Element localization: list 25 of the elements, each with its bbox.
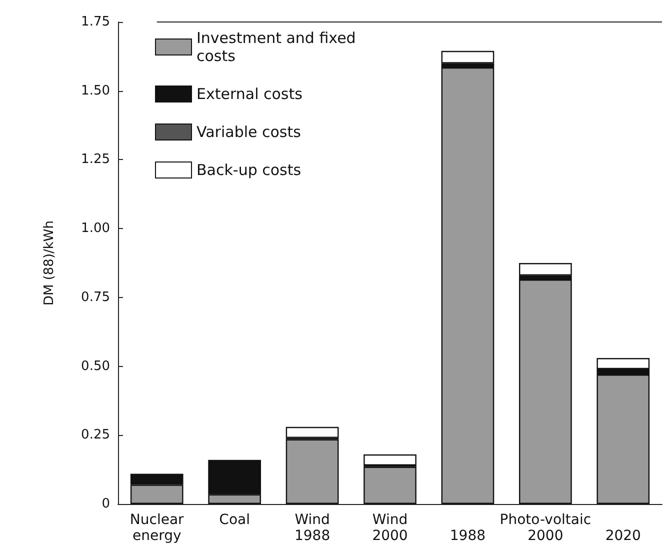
bar xyxy=(441,50,494,64)
y-tick-label: 0.75 xyxy=(81,290,110,305)
y-tick-label: 0 xyxy=(102,496,110,512)
x-tick-label: Wind 2000 xyxy=(372,512,408,544)
y-tick-label: 0.50 xyxy=(81,358,110,374)
y-tick-label: 1.25 xyxy=(81,152,110,168)
x-tick-label: Nuclear energy xyxy=(130,512,184,544)
y-tick-label: 1.75 xyxy=(81,14,110,30)
y-tick-label: 1.00 xyxy=(81,221,110,236)
x-tick-label: 2000 xyxy=(528,528,564,544)
text: Photo-voltaic xyxy=(500,512,592,528)
x-tick-label: Coal xyxy=(219,512,250,528)
x-tick-label: 1988 xyxy=(450,528,486,544)
legend-label: Variable costs xyxy=(196,123,302,141)
legend-label: Investment and fixed costs xyxy=(196,29,356,65)
y-tick-label: 1.50 xyxy=(81,83,110,98)
legend-label: External costs xyxy=(196,85,303,103)
x-tick-label: 2020 xyxy=(605,528,641,544)
bar xyxy=(441,67,494,504)
x-tick-label: Wind 1988 xyxy=(294,512,330,544)
y-axis-title: DM (88)/kWh xyxy=(42,220,57,306)
y-tick-label: 0.25 xyxy=(81,428,110,443)
bar xyxy=(519,280,572,504)
legend-label: Back-up costs xyxy=(196,161,302,179)
bar xyxy=(519,263,572,276)
